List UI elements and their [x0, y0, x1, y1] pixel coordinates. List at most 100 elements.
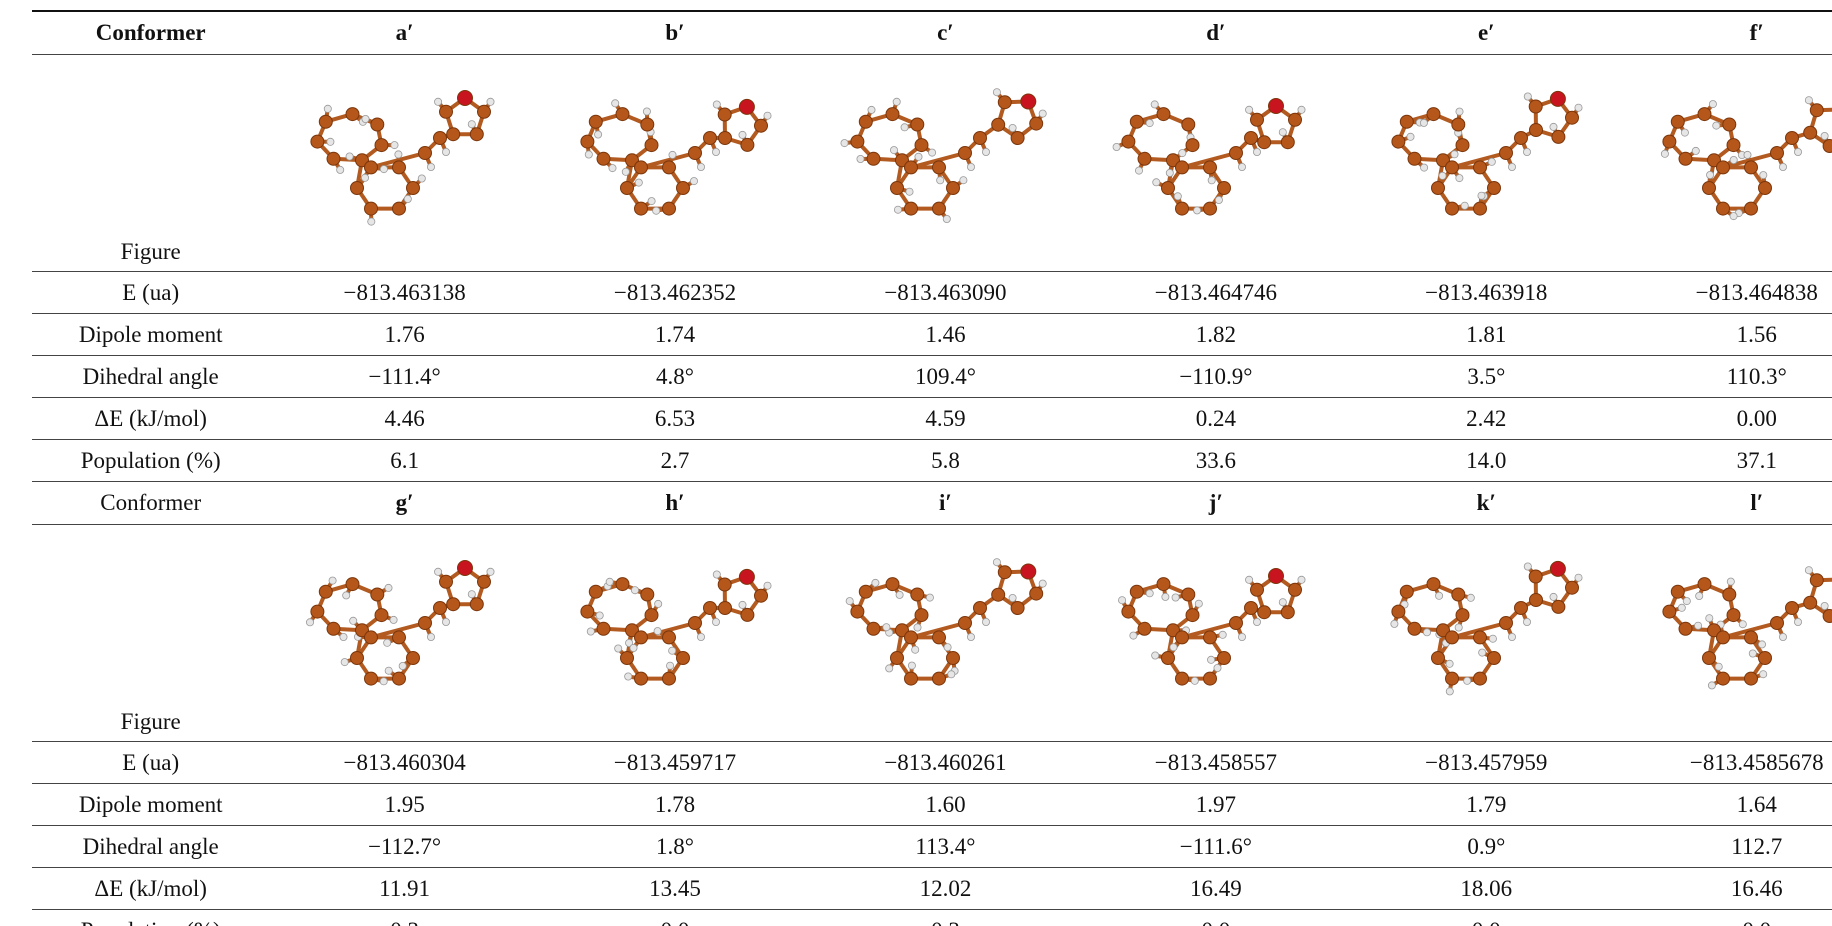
delta-e-value: 0.00	[1621, 397, 1832, 440]
population-value: 0.0	[539, 909, 811, 926]
delta-e-row: ΔE (kJ/mol) 4.46 6.53 4.59 0.24 2.42 0.00	[32, 397, 1832, 440]
energy-value: −813.457959	[1351, 741, 1622, 784]
dipole-moment-row: Dipole moment 1.95 1.78 1.60 1.97 1.79 1.64	[32, 783, 1832, 826]
energy-value: −813.459717	[539, 741, 811, 784]
figure-cell	[1080, 54, 1352, 272]
dihedral-value: 0.9°	[1351, 825, 1622, 868]
dihedral-value: 1.8°	[539, 825, 811, 868]
energy-value: −813.463138	[269, 271, 540, 314]
molecule-3d-icon	[1112, 98, 1306, 216]
figure-cell	[269, 524, 540, 742]
dihedral-value: 109.4°	[810, 355, 1081, 398]
dipole-value: 1.60	[810, 783, 1081, 826]
row-label-dihedral: Dihedral angle	[32, 355, 270, 398]
dihedral-value: −111.6°	[1080, 825, 1352, 868]
population-row: Population (%) 6.1 2.7 5.8 33.6 14.0 37.1	[32, 439, 1832, 482]
conformer-id: e′	[1351, 10, 1622, 55]
figure-cell	[810, 54, 1081, 272]
delta-e-value: 12.02	[810, 867, 1081, 910]
row-label-conformer: Conformer	[32, 481, 270, 525]
row-label-delta-e: ΔE (kJ/mol)	[32, 867, 270, 910]
molecule-3d-icon	[1660, 96, 1832, 221]
energy-value: −813.462352	[539, 271, 811, 314]
dipole-value: 1.79	[1351, 783, 1622, 826]
dipole-value: 1.78	[539, 783, 811, 826]
energy-value: −813.463918	[1351, 271, 1622, 314]
conformer-id: i′	[810, 481, 1081, 525]
conformer-id: b′	[539, 10, 811, 55]
delta-e-value: 13.45	[539, 867, 811, 910]
dihedral-value: −112.7°	[269, 825, 540, 868]
molecule-3d-icon	[580, 568, 772, 686]
dipole-value: 1.64	[1621, 783, 1832, 826]
delta-e-value: 0.24	[1080, 397, 1352, 440]
figure-cell	[810, 524, 1081, 742]
conformer-header-row: Conformer g′ h′ i′ j′ k′ l′	[32, 481, 1832, 525]
population-value: 33.6	[1080, 439, 1352, 482]
energy-value: −813.460261	[810, 741, 1081, 784]
figure-cell	[539, 54, 811, 272]
population-row: Population (%)0.30.00.30.00.00.0	[32, 909, 1832, 926]
population-value: 0.3	[810, 909, 1081, 926]
figure-cell	[1351, 54, 1622, 272]
conformer-id: d′	[1080, 10, 1352, 55]
figure-cell	[269, 54, 540, 272]
dipole-value: 1.56	[1621, 313, 1832, 356]
energy-value: −813.464838	[1621, 271, 1832, 314]
conformer-id: h′	[539, 481, 811, 525]
energy-value: −813.460304	[269, 741, 540, 784]
molecule-3d-icon	[580, 98, 772, 216]
delta-e-value: 6.53	[539, 397, 811, 440]
dihedral-value: 4.8°	[539, 355, 811, 398]
dipole-value: 1.46	[810, 313, 1081, 356]
delta-e-value: 11.91	[269, 867, 540, 910]
figure-cell	[539, 524, 811, 742]
row-label-figure: Figure	[32, 54, 270, 272]
delta-e-value: 4.46	[269, 397, 540, 440]
dihedral-angle-row: Dihedral angle −111.4° 4.8° 109.4° −110.9° 3.…	[32, 355, 1832, 398]
figure-cell	[1080, 524, 1352, 742]
molecule-3d-icon	[309, 90, 495, 226]
conformer-id: l′	[1621, 481, 1832, 525]
population-value: 2.7	[539, 439, 811, 482]
molecule-3d-icon	[1662, 566, 1832, 690]
delta-e-value: 16.46	[1621, 867, 1832, 910]
population-value: 0.3	[269, 909, 540, 926]
dihedral-value: −111.4°	[269, 355, 540, 398]
energy-value: −813.458557	[1080, 741, 1352, 784]
dipole-value: 1.97	[1080, 783, 1352, 826]
figure-row: Figure	[32, 524, 1832, 742]
dipole-value: 1.95	[269, 783, 540, 826]
row-label-dipole: Dipole moment	[32, 783, 270, 826]
conformer-id: k′	[1351, 481, 1622, 525]
energy-row: E (ua) −813.460304 −813.459717 −813.460261−…	[32, 741, 1832, 784]
molecule-3d-icon	[840, 88, 1048, 223]
molecule-3d-icon	[1390, 560, 1583, 696]
dihedral-value: 3.5°	[1351, 355, 1622, 398]
figure-cell	[1621, 524, 1832, 742]
conformer-table: Conformer a′ b′ c′ d′ e′ f′ Figure E (ua) −813.46…	[32, 10, 1832, 926]
molecule-3d-icon	[1391, 90, 1583, 216]
dihedral-value: −110.9°	[1080, 355, 1352, 398]
conformer-id: c′	[810, 10, 1081, 55]
population-value: 6.1	[269, 439, 540, 482]
figure-cell	[1351, 524, 1622, 742]
dipole-value: 1.81	[1351, 313, 1622, 356]
dipole-value: 1.82	[1080, 313, 1352, 356]
molecule-3d-icon	[1117, 568, 1306, 686]
conformer-id: g′	[269, 481, 540, 525]
dipole-value: 1.74	[539, 313, 811, 356]
conformer-id: f′	[1621, 10, 1832, 55]
delta-e-value: 18.06	[1351, 867, 1622, 910]
conformer-id: a′	[269, 10, 540, 55]
row-label-figure: Figure	[32, 524, 270, 742]
population-value: 0.0	[1351, 909, 1622, 926]
row-label-dipole: Dipole moment	[32, 313, 270, 356]
conformer-header-row: Conformer a′ b′ c′ d′ e′ f′	[32, 10, 1832, 55]
conformer-id: j′	[1080, 481, 1352, 525]
delta-e-value: 2.42	[1351, 397, 1622, 440]
energy-value: −813.464746	[1080, 271, 1352, 314]
row-label-energy: E (ua)	[32, 741, 270, 784]
energy-row: E (ua) −813.463138 −813.462352 −813.463090−…	[32, 271, 1832, 314]
